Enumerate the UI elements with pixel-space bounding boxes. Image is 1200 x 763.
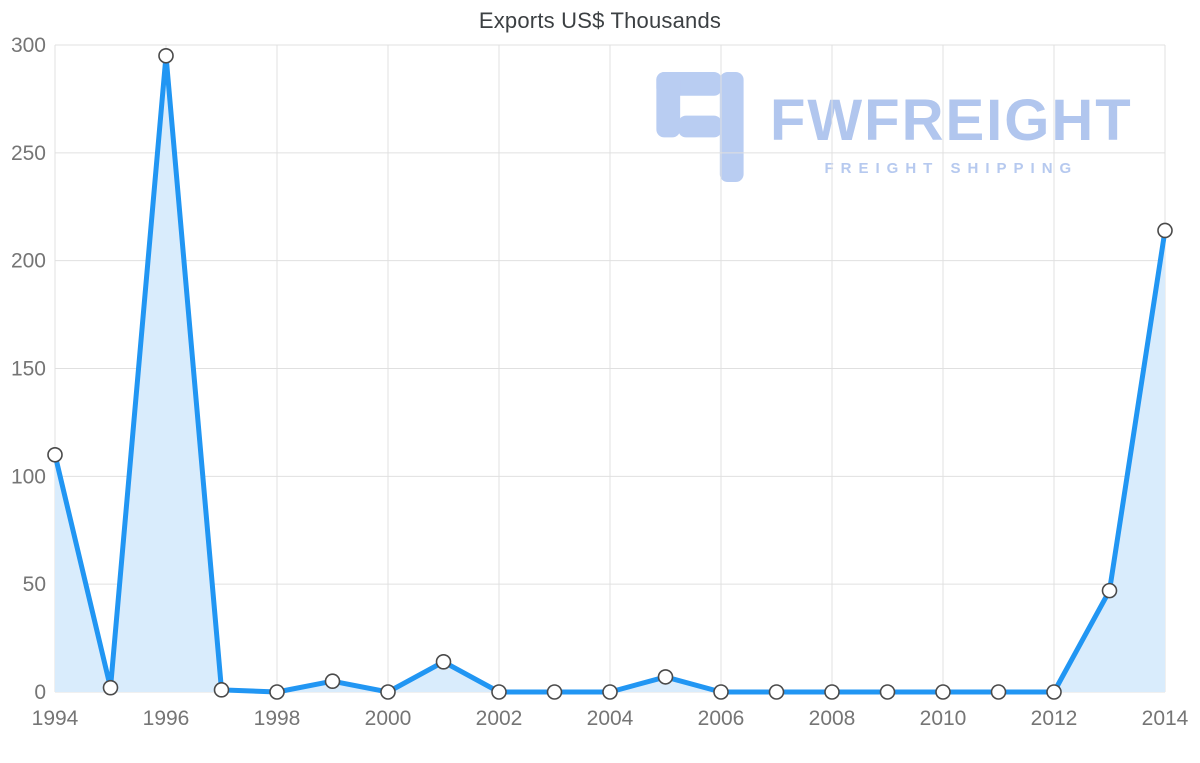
data-point-marker [879, 684, 896, 700]
data-point-marker [102, 679, 119, 696]
x-tick-label: 2006 [698, 707, 745, 730]
data-point-marker [380, 684, 396, 700]
y-tick-label: 0 [34, 681, 46, 704]
y-tick-label: 50 [23, 573, 46, 596]
x-tick-label: 2000 [365, 707, 412, 730]
x-tick-label: 1994 [32, 707, 79, 730]
x-tick-label: 1998 [254, 707, 301, 730]
data-point-marker [213, 682, 230, 698]
x-tick-label: 1996 [143, 707, 190, 730]
data-point-marker [1046, 684, 1062, 700]
x-tick-label: 2010 [920, 707, 967, 730]
data-point-marker [1157, 222, 1173, 239]
y-tick-label: 250 [11, 142, 46, 165]
data-point-marker [768, 684, 785, 700]
y-tick-label: 150 [11, 358, 46, 381]
data-point-marker [935, 684, 951, 700]
data-point-marker [491, 684, 507, 700]
series-area-fill [55, 55, 1165, 693]
data-point-marker [324, 673, 341, 690]
y-tick-label: 100 [11, 465, 46, 488]
data-point-marker [158, 47, 174, 64]
data-point-marker [990, 684, 1007, 700]
x-tick-label: 2008 [809, 707, 856, 730]
x-tick-label: 2012 [1031, 707, 1078, 730]
data-point-marker [713, 684, 729, 700]
data-point-marker [47, 446, 63, 463]
data-point-marker [824, 684, 840, 700]
x-tick-label: 2014 [1142, 707, 1189, 730]
x-tick-label: 2002 [476, 707, 523, 730]
data-point-marker [546, 684, 563, 700]
y-tick-label: 300 [11, 34, 46, 57]
y-tick-label: 200 [11, 250, 46, 273]
x-tick-label: 2004 [587, 707, 634, 730]
data-point-marker [435, 654, 452, 670]
chart-title: Exports US$ Thousands [478, 8, 722, 33]
data-point-marker [1101, 582, 1118, 599]
data-point-marker [657, 669, 674, 685]
data-point-marker [602, 684, 618, 700]
data-point-marker [269, 684, 285, 700]
